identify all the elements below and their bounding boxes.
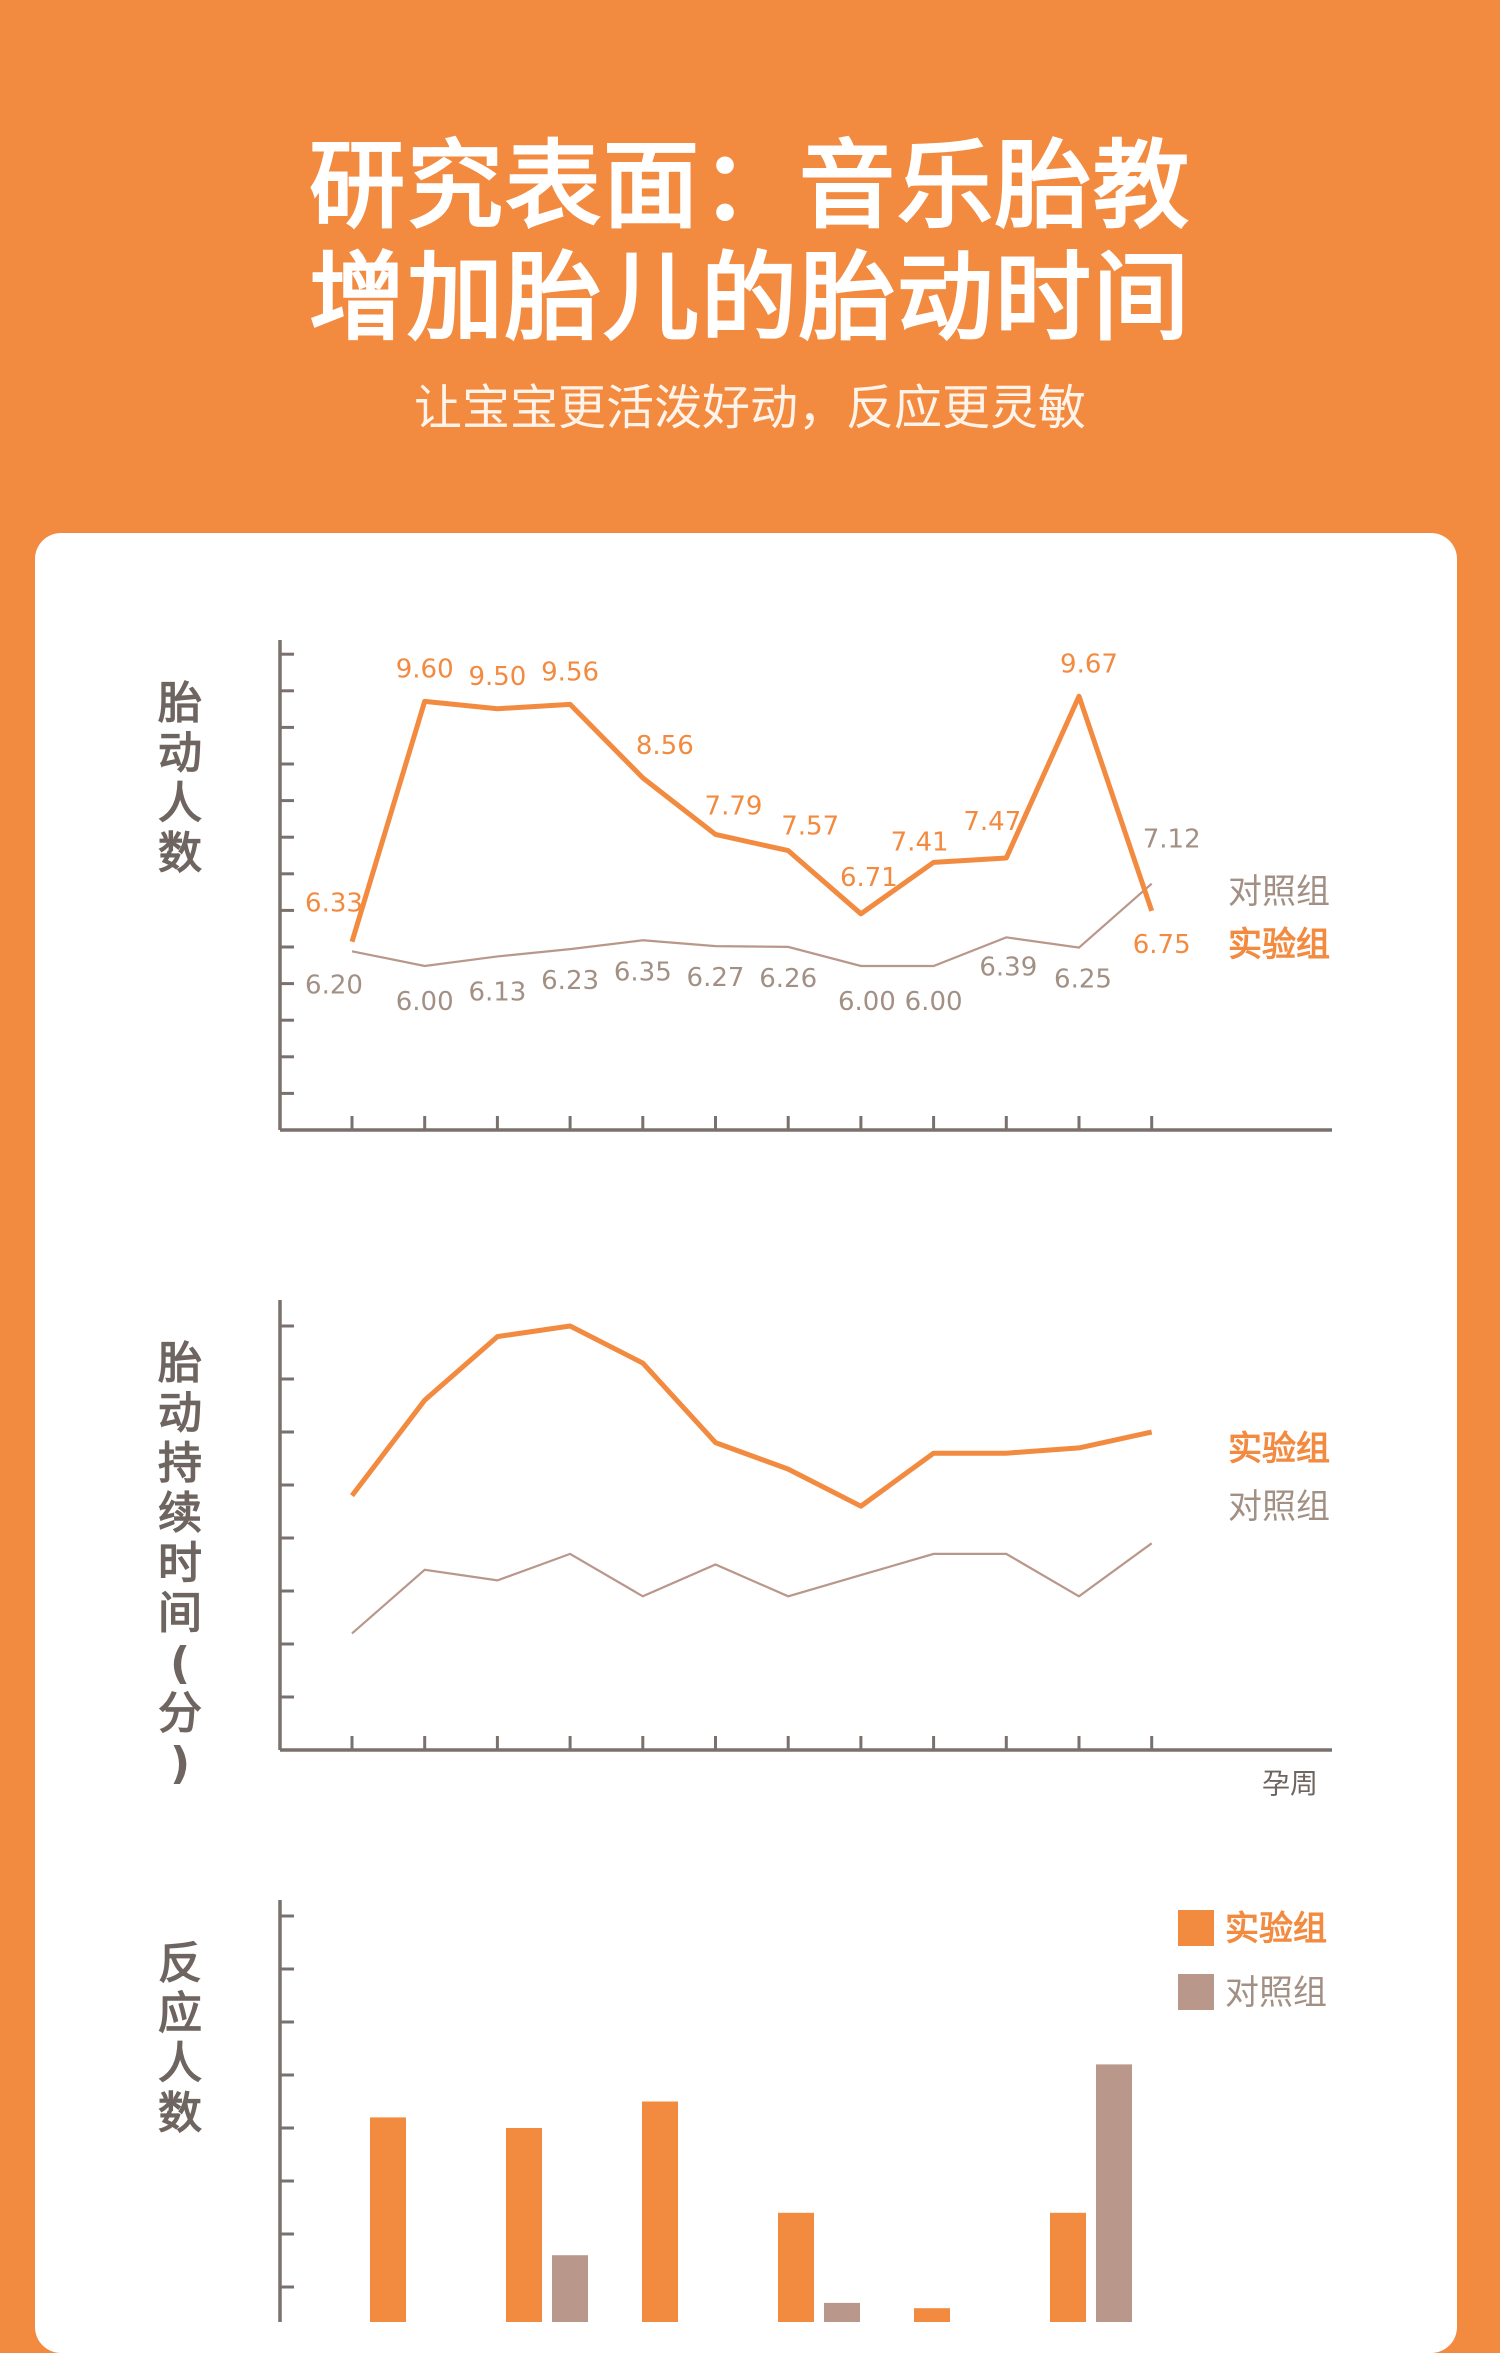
data-label-control: 6.00 bbox=[396, 987, 454, 1017]
bar-control bbox=[1096, 2064, 1132, 2322]
y-axis-title: 胎动人数 bbox=[157, 678, 202, 879]
data-label-control: 6.13 bbox=[468, 977, 526, 1007]
bar-experimental bbox=[506, 2128, 542, 2322]
data-label-experimental: 7.79 bbox=[705, 791, 763, 821]
data-label-control: 6.00 bbox=[838, 987, 896, 1017]
legend-label-experimental: 实验组 bbox=[1228, 925, 1330, 965]
data-label-experimental: 7.47 bbox=[963, 807, 1021, 837]
data-label-experimental: 7.57 bbox=[781, 812, 839, 842]
bar-experimental bbox=[370, 2117, 406, 2322]
series-line-control bbox=[351, 882, 1153, 968]
data-label-experimental: 7.41 bbox=[891, 827, 949, 857]
chart-fetal-movement-count: 胎动人数 6.33 9.60 9.50 9.56 8.56 7.79 7.576.71 7.41… bbox=[157, 640, 1332, 1132]
data-label-experimental: 6.33 bbox=[305, 889, 363, 919]
data-label-control: 6.00 bbox=[905, 987, 963, 1017]
data-label-control: 6.39 bbox=[979, 952, 1037, 982]
bar-control bbox=[552, 2255, 588, 2322]
bar-experimental bbox=[914, 2308, 950, 2322]
legend-swatch-experimental bbox=[1178, 1910, 1214, 1946]
legend-swatch-control bbox=[1178, 1974, 1214, 2010]
legend-label-control: 对照组 bbox=[1225, 1973, 1327, 2013]
y-axis-title: 反应人数 bbox=[158, 1938, 202, 2139]
chart-card bbox=[35, 533, 1457, 2353]
bar-experimental bbox=[1050, 2212, 1086, 2322]
data-label-control: 6.20 bbox=[305, 970, 363, 1000]
series-line-experimental bbox=[349, 693, 1155, 943]
x-axis-title: 孕周 bbox=[1262, 1767, 1318, 1800]
data-label-control: 6.23 bbox=[541, 966, 599, 996]
page-title-line-1: 研究表面：音乐胎教 bbox=[309, 130, 1191, 242]
data-label-experimental: 9.67 bbox=[1060, 649, 1118, 679]
bar-experimental bbox=[778, 2212, 814, 2322]
legend-label-experimental: 实验组 bbox=[1225, 1909, 1327, 1949]
y-axis-title: 胎动持续时间(分) bbox=[157, 1338, 202, 1789]
data-label-experimental: 9.56 bbox=[541, 657, 599, 687]
legend-label-control: 对照组 bbox=[1228, 1487, 1330, 1527]
data-label-experimental: 6.71 bbox=[840, 863, 898, 893]
bar-experimental bbox=[642, 2101, 678, 2322]
page-title-line-2: 增加胎儿的胎动时间 bbox=[309, 242, 1191, 354]
data-label-control: 6.26 bbox=[759, 964, 817, 994]
page-subtitle: 让宝宝更活泼好动，反应更灵敏 bbox=[413, 380, 1086, 436]
data-label-control: 6.27 bbox=[687, 963, 745, 993]
series-line-experimental bbox=[350, 1323, 1153, 1509]
data-label-experimental: 9.60 bbox=[396, 654, 454, 684]
data-label-control: 6.25 bbox=[1054, 965, 1112, 995]
data-label-experimental: 9.50 bbox=[468, 662, 526, 692]
series-line-control bbox=[351, 1542, 1153, 1635]
data-label-experimental: 6.75 bbox=[1133, 930, 1191, 960]
data-label-control: 7.12 bbox=[1143, 825, 1201, 855]
data-label-control: 6.35 bbox=[614, 957, 672, 987]
legend-label-control: 对照组 bbox=[1228, 872, 1330, 912]
legend-label-experimental: 实验组 bbox=[1228, 1429, 1330, 1469]
bar-control bbox=[824, 2302, 860, 2322]
data-label-experimental: 8.56 bbox=[636, 731, 694, 761]
